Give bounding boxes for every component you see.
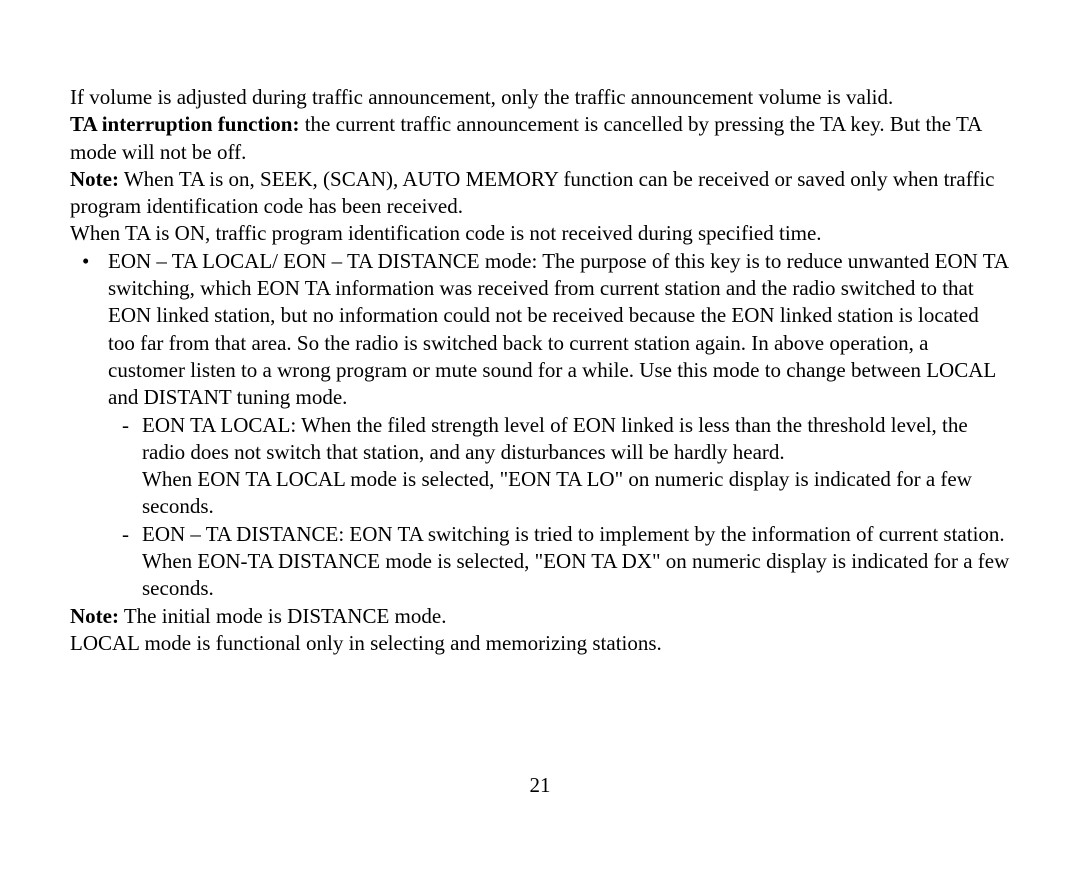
bullet-list: EON – TA LOCAL/ EON – TA DISTANCE mode: … (70, 248, 1010, 603)
paragraph-local-mode: LOCAL mode is functional only in selecti… (70, 630, 1010, 657)
bullet-eon-modes: EON – TA LOCAL/ EON – TA DISTANCE mode: … (70, 248, 1010, 603)
dash-list: EON TA LOCAL: When the filed strength le… (108, 412, 1010, 603)
paragraph-ta-interruption: TA interruption function: the current tr… (70, 111, 1010, 166)
note-text-2: The initial mode is DISTANCE mode. (119, 604, 446, 628)
paragraph-ta-on: When TA is ON, traffic program identific… (70, 220, 1010, 247)
dash-eon-local: EON TA LOCAL: When the filed strength le… (108, 412, 1010, 521)
ta-interruption-label: TA interruption function: (70, 112, 299, 136)
dash-eon-local-text: EON TA LOCAL: When the filed strength le… (142, 413, 968, 464)
note-label-1: Note: (70, 167, 119, 191)
note-label-2: Note: (70, 604, 119, 628)
dash-eon-distance: EON – TA DISTANCE: EON TA switching is t… (108, 521, 1010, 603)
bullet-eon-text: EON – TA LOCAL/ EON – TA DISTANCE mode: … (108, 249, 1008, 409)
document-page: If volume is adjusted during traffic ann… (0, 0, 1080, 883)
page-number: 21 (0, 772, 1080, 799)
paragraph-note-ta: Note: When TA is on, SEEK, (SCAN), AUTO … (70, 166, 1010, 221)
dash-eon-distance-text: EON – TA DISTANCE: EON TA switching is t… (142, 522, 1009, 601)
note-text-1: When TA is on, SEEK, (SCAN), AUTO MEMORY… (70, 167, 994, 218)
paragraph-note-initial: Note: The initial mode is DISTANCE mode. (70, 603, 1010, 630)
paragraph-volume: If volume is adjusted during traffic ann… (70, 84, 1010, 111)
dash-eon-local-extra: When EON TA LOCAL mode is selected, "EON… (142, 466, 1010, 521)
